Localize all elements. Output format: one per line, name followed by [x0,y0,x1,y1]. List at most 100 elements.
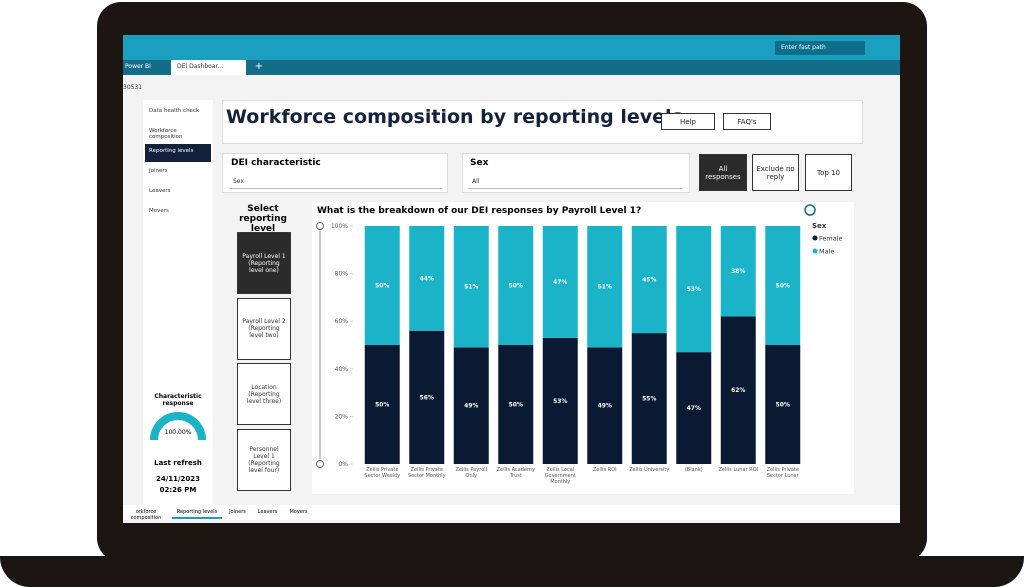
bar-segment [542,337,578,464]
legend-swatch [812,235,818,241]
data-label: 51% [464,284,478,291]
bar-segment [720,316,756,464]
nav-item[interactable]: Workforce composition [149,128,183,140]
filter-card [462,153,690,193]
x-tick-label: Zellis Private Sector Lunar [766,467,799,479]
chart-panel [312,202,854,494]
tab[interactable]: DEI Dashboar... [171,60,246,75]
nav-item[interactable]: Leavers [149,188,171,194]
bar-segment [409,330,445,464]
bar-segment [676,226,712,353]
faq-button[interactable]: FAQ's [723,113,771,130]
legend-label: Male [819,248,834,256]
data-label: 44% [420,275,434,282]
level-button[interactable]: Location (Reporting level three) [237,363,291,425]
page-tab[interactable]: Joiners [229,509,246,515]
search[interactable]: Enter fast path [775,41,865,55]
filter-dropdown[interactable]: Sex [229,176,442,189]
page-title: Workforce composition by reporting level… [226,106,683,128]
refresh-date: 24/11/2023 [155,475,201,483]
bar-segment [364,226,400,345]
data-label: 50% [776,283,790,290]
refresh-label: Last refresh [154,459,202,467]
data-label: 49% [598,403,612,410]
y-tick-label: 60% [335,318,349,325]
x-tick-label: Zellis Payroll Only [455,467,487,479]
response-button[interactable]: Exclude no reply [752,154,799,191]
page-tab[interactable]: orkforce composition [130,509,162,521]
nav-item[interactable]: Data health check [149,108,200,114]
level-button[interactable]: Personnel Level 1 (Reporting level four) [237,428,291,491]
page-tab[interactable]: Leavers [257,509,278,515]
x-tick-label: Zellis ROI [592,467,617,473]
page-tab[interactable]: Reporting levels [172,506,222,519]
data-label: 53% [553,398,567,405]
new-tab[interactable]: + [254,61,264,72]
data-label: 53% [687,286,701,293]
x-tick-label: Zellis Local Government Monthly [544,467,576,485]
x-tick-label: Zellis Private Sector Monthly [407,467,446,479]
x-tick-label: Zellis Academy Trust [496,467,535,479]
gauge-value: 100.00% [164,429,192,436]
bar-segment [498,226,534,345]
y-tick-label: 80% [335,271,349,278]
legend-swatch [812,248,818,254]
gauge-arc [150,412,206,441]
bar-segment [676,352,712,464]
data-label: 51% [598,284,612,291]
page-tab[interactable]: Movers [289,509,308,515]
data-label: 50% [375,283,389,290]
nav-item[interactable]: Joiners [149,168,168,174]
gauge [150,412,206,441]
help-button[interactable]: Help [661,113,715,130]
tab-bar [123,60,900,75]
data-label: 49% [464,403,478,410]
bar-segment [364,345,400,464]
bar-segment [453,347,489,464]
y-tick-label: 20% [335,413,349,420]
data-label: 45% [642,277,656,284]
bar-segment [453,226,489,348]
x-tick-label: Zellis Lunar ROI [718,467,759,473]
data-label: 47% [687,405,701,412]
legend-title: Sex [812,222,827,230]
data-label: 38% [731,268,745,275]
filter-dropdown[interactable]: All [468,176,683,189]
bar-segment [765,345,801,464]
response-button[interactable]: All responses [699,154,747,191]
nav-item[interactable]: Reporting levels [145,144,211,162]
laptop-base [0,556,1024,587]
filter-card [222,153,448,193]
level-button[interactable]: Payroll Level 2 (Reporting level two) [237,297,291,360]
x-tick-label: Zellis Private Sector Weekly [364,467,401,479]
page-tabs [123,505,900,520]
data-label: 50% [509,283,523,290]
slider-handle[interactable] [316,222,324,230]
response-button[interactable]: Top 10 [805,154,852,191]
info-icon[interactable] [804,204,816,216]
level-title: Select reporting level [239,204,287,234]
bar-segment [498,345,534,464]
bar-segment [631,333,667,464]
bar-segment [587,226,623,348]
level-button[interactable]: Payroll Level 1 (Reporting level one) [237,232,291,294]
slider-handle[interactable] [316,460,324,468]
record-id: 30531 [123,84,143,91]
data-label: 50% [776,402,790,409]
y-tick-label: 40% [335,366,349,373]
gauge-label: Characteristic response [154,393,202,407]
tab[interactable]: Power BI [125,63,151,70]
data-label: 62% [731,387,745,394]
y-tick-label: 0% [338,461,348,468]
x-tick-label: (Blank) [684,467,703,473]
filter-label: Sex [470,158,489,168]
chart-title: What is the breakdown of our DEI respons… [317,206,642,216]
data-label: 50% [509,402,523,409]
y-tick-label: 100% [331,223,348,230]
bar-segment [631,226,667,334]
data-label: 55% [642,396,656,403]
nav-item[interactable]: Movers [149,208,169,214]
data-label: 50% [375,402,389,409]
bar-segment [409,226,445,331]
